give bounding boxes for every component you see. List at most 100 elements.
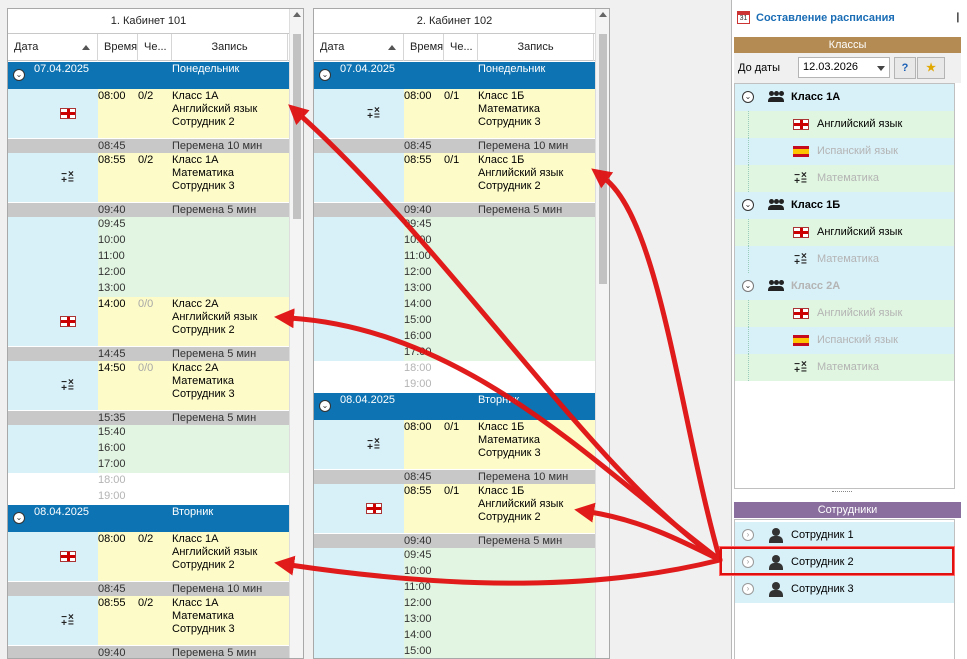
free-slot-row[interactable]: 13:00 [314,281,595,297]
collapse-icon[interactable]: ⌄ [319,400,331,412]
subject-node[interactable]: −× += Математика [735,246,954,273]
break-row[interactable]: 09:40 Перемена 5 мин [314,533,595,548]
collapse-icon[interactable]: ⌄ [13,69,25,81]
free-slot-row[interactable]: 15:40 [8,425,289,441]
pin-icon[interactable]: ❙ [953,12,962,23]
date-group-row[interactable]: ⌄ 07.04.2025 Понедельник [314,62,595,89]
splitter-grip[interactable] [832,491,852,492]
lesson-row[interactable]: −× += 08:00 0/1 Класс 1Б Математика Сотрудник … [314,89,595,138]
free-slot-row[interactable]: 14:00 [314,628,595,644]
staff-item[interactable]: › Сотрудник 3 [735,576,954,603]
staff-item[interactable]: › Сотрудник 1 [735,522,954,549]
scroll-up-icon[interactable] [293,12,301,17]
break-row[interactable]: 09:40 Перемена 5 мин [8,645,289,658]
break-row[interactable]: 08:45 Перемена 10 мин [8,138,289,153]
break-row[interactable]: 14:45 Перемена 5 мин [8,346,289,361]
subject-node[interactable]: Английский язык [735,300,954,327]
column-header-entry[interactable]: Запись [478,34,594,61]
free-slot-row[interactable]: 11:00 [314,249,595,265]
free-slot-row[interactable]: 15:00 [314,644,595,658]
free-slot-row[interactable]: 10:00 [314,564,595,580]
slot-time: 11:00 [98,250,125,262]
lesson-row[interactable]: 08:55 0/1 Класс 1Б Английский язык Сотрудник… [314,484,595,533]
class-node[interactable]: ⌄ Класс 1А [735,84,954,111]
column-header-date[interactable]: Дата [8,34,98,61]
column-header-time[interactable]: Время [98,34,138,61]
free-slot-row[interactable]: 11:00 [314,580,595,596]
free-slot-row[interactable]: 10:00 [8,233,289,249]
free-slot-row[interactable]: 09:45 [314,217,595,233]
free-slot-row[interactable]: 16:00 [314,329,595,345]
scrollbar-thumb[interactable] [599,34,607,284]
expand-icon[interactable]: › [742,556,754,568]
column-header-date[interactable]: Дата [314,34,404,61]
future-slot-row[interactable]: 19:00 [314,377,595,393]
lesson-time: 08:00 [404,421,432,433]
staff-item-selected[interactable]: › Сотрудник 2 [735,549,954,576]
subject-node[interactable]: Испанский язык [735,327,954,354]
scrollbar-thumb[interactable] [293,34,301,219]
vertical-scrollbar[interactable] [289,9,303,658]
lesson-row[interactable]: −× += 14:50 0/0 Класс 2А Математика Сотрудник … [8,361,289,410]
free-slot-row[interactable]: 09:45 [314,548,595,564]
free-slot-row[interactable]: 12:00 [314,596,595,612]
free-slot-row[interactable]: 17:00 [314,345,595,361]
subject-node[interactable]: −× += Математика [735,165,954,192]
free-slot-row[interactable]: 17:00 [8,457,289,473]
future-slot-row[interactable]: 18:00 [8,473,289,489]
collapse-icon[interactable]: ⌄ [319,69,331,81]
lesson-subject: Математика [172,375,234,387]
break-row[interactable]: 08:45 Перемена 10 мин [8,581,289,596]
lesson-row[interactable]: 08:55 0/1 Класс 1Б Английский язык Сотрудник… [314,153,595,202]
date-group-row[interactable]: ⌄ 08.04.2025 Вторник [8,505,289,532]
break-row[interactable]: 08:45 Перемена 10 мин [314,138,595,153]
date-group-row[interactable]: ⌄ 07.04.2025 Понедельник [8,62,289,89]
vertical-scrollbar[interactable] [595,9,609,658]
lesson-row[interactable]: 08:00 0/2 Класс 1А Английский язык Сотрудник… [8,532,289,581]
break-row[interactable]: 15:35 Перемена 5 мин [8,410,289,425]
help-button[interactable]: ? [894,57,916,79]
lesson-row[interactable]: 14:00 0/0 Класс 2А Английский язык Сотрудник… [8,297,289,346]
free-slot-row[interactable]: 13:00 [8,281,289,297]
subject-node[interactable]: −× += Математика [735,354,954,381]
free-slot-row[interactable]: 13:00 [314,612,595,628]
class-node[interactable]: ⌄ Класс 1Б [735,192,954,219]
break-row[interactable]: 09:40 Перемена 5 мин [314,202,595,217]
free-slot-row[interactable]: 11:00 [8,249,289,265]
sidebar-header: 31 Составление расписания ❙ [732,0,967,36]
free-slot-row[interactable]: 14:00 [314,297,595,313]
expand-icon[interactable]: › [742,529,754,541]
column-header-count[interactable]: Че... [138,34,172,61]
free-slot-row[interactable]: 10:00 [314,233,595,249]
collapse-icon[interactable]: ⌄ [742,280,754,292]
free-slot-row[interactable]: 15:00 [314,313,595,329]
favorites-button[interactable]: ★ [917,57,945,79]
lesson-row[interactable]: −× += 08:55 0/2 Класс 1А Математика Сотрудник … [8,596,289,645]
lesson-row[interactable]: 08:00 0/2 Класс 1А Английский язык Сотрудник… [8,89,289,138]
column-header-time[interactable]: Время [404,34,444,61]
free-slot-row[interactable]: 12:00 [8,265,289,281]
future-slot-row[interactable]: 18:00 [314,361,595,377]
date-filter-input[interactable]: 12.03.2026 [798,57,890,78]
break-row[interactable]: 09:40 Перемена 5 мин [8,202,289,217]
collapse-icon[interactable]: ⌄ [742,91,754,103]
lesson-row[interactable]: −× += 08:55 0/2 Класс 1А Математика Сотрудник … [8,153,289,202]
collapse-icon[interactable]: ⌄ [742,199,754,211]
subject-node[interactable]: Английский язык [735,111,954,138]
lesson-subject: Математика [478,434,540,446]
future-slot-row[interactable]: 19:00 [8,489,289,505]
expand-icon[interactable]: › [742,583,754,595]
column-header-count[interactable]: Че... [444,34,478,61]
scroll-up-icon[interactable] [599,12,607,17]
break-row[interactable]: 08:45 Перемена 10 мин [314,469,595,484]
subject-node[interactable]: Английский язык [735,219,954,246]
subject-node[interactable]: Испанский язык [735,138,954,165]
free-slot-row[interactable]: 16:00 [8,441,289,457]
date-group-row[interactable]: ⌄ 08.04.2025 Вторник [314,393,595,420]
class-node[interactable]: ⌄ Класс 2А [735,273,954,300]
free-slot-row[interactable]: 12:00 [314,265,595,281]
column-header-entry[interactable]: Запись [172,34,288,61]
collapse-icon[interactable]: ⌄ [13,512,25,524]
lesson-row[interactable]: −× += 08:00 0/1 Класс 1Б Математика Сотрудник … [314,420,595,469]
free-slot-row[interactable]: 09:45 [8,217,289,233]
